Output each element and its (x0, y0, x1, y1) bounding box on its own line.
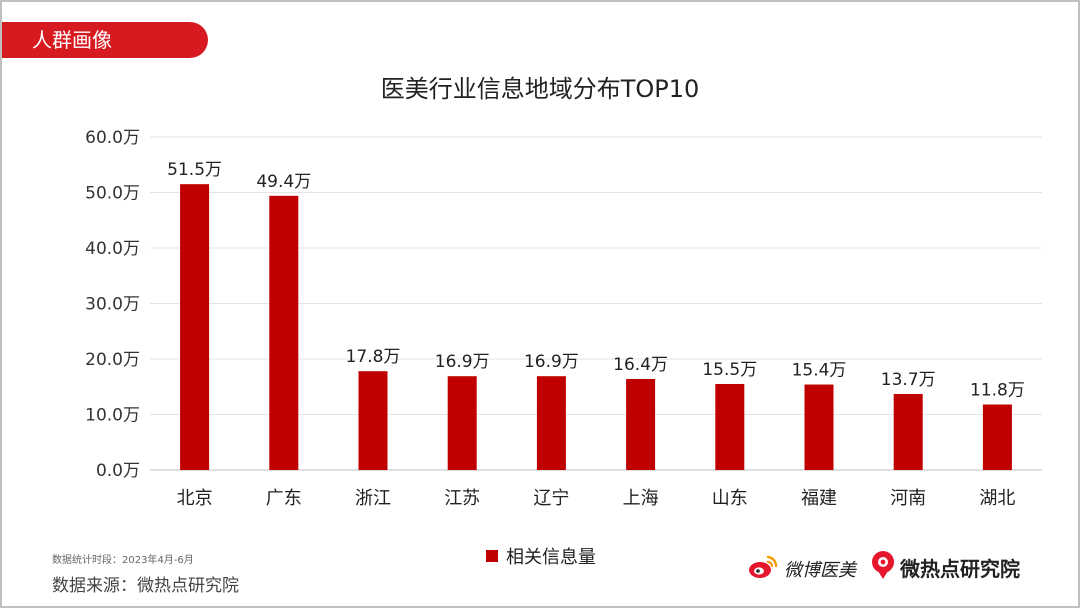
legend-swatch (486, 550, 498, 562)
data-label: 13.7万 (881, 370, 936, 390)
bar (804, 384, 834, 470)
data-label: 49.4万 (256, 172, 311, 192)
wrd-icon (870, 550, 896, 584)
x-tick-label: 浙江 (355, 488, 391, 509)
weibo-medical-logo: 微博医美 (748, 554, 856, 584)
data-label: 15.5万 (702, 360, 757, 380)
y-tick-label: 60.0万 (85, 128, 140, 148)
x-tick-label: 山东 (712, 488, 748, 509)
data-label: 51.5万 (167, 160, 222, 180)
y-tick-label: 0.0万 (96, 461, 140, 481)
y-tick-label: 20.0万 (85, 350, 140, 370)
data-label: 16.4万 (613, 355, 668, 375)
x-tick-label: 北京 (177, 488, 213, 509)
chart-legend: 相关信息量 (486, 544, 596, 568)
bar (180, 184, 210, 471)
x-tick-label: 江苏 (444, 488, 480, 509)
bar (982, 404, 1012, 470)
data-period-note: 数据统计时段：2023年4月-6月 (52, 555, 194, 566)
x-tick-label: 辽宁 (533, 488, 569, 509)
x-tick-label: 河南 (890, 488, 926, 509)
y-tick-label: 40.0万 (85, 239, 140, 259)
data-label: 15.4万 (792, 361, 847, 381)
bar (447, 376, 477, 470)
y-tick-label: 50.0万 (85, 184, 140, 204)
section-tab: 人群画像 (2, 22, 208, 58)
data-label: 11.8万 (970, 381, 1025, 401)
x-tick-label: 广东 (266, 488, 302, 509)
bar (715, 383, 745, 470)
chart-title: 医美行业信息地域分布TOP10 (380, 75, 700, 103)
y-tick-label: 10.0万 (85, 406, 140, 426)
bar (626, 378, 656, 470)
y-tick-label: 30.0万 (85, 295, 140, 315)
data-source-note: 数据来源：微热点研究院 (52, 576, 239, 596)
x-tick-label: 湖北 (979, 488, 1015, 509)
data-label: 16.9万 (435, 352, 490, 372)
x-tick-label: 上海 (623, 488, 659, 509)
bar (893, 393, 923, 470)
data-label: 17.8万 (346, 347, 401, 367)
legend-label: 相关信息量 (506, 547, 596, 568)
section-tab-label: 人群画像 (32, 28, 112, 52)
bar (269, 195, 299, 470)
weibo-icon (748, 554, 778, 584)
wrd-institute-text: 微热点研究院 (900, 556, 1020, 581)
bar (358, 371, 388, 470)
data-label: 16.9万 (524, 352, 579, 372)
wrd-institute-logo: 微热点研究院 (870, 550, 1020, 584)
weibo-medical-text: 微博医美 (784, 560, 856, 581)
x-tick-label: 福建 (801, 488, 837, 509)
bar (536, 376, 566, 470)
